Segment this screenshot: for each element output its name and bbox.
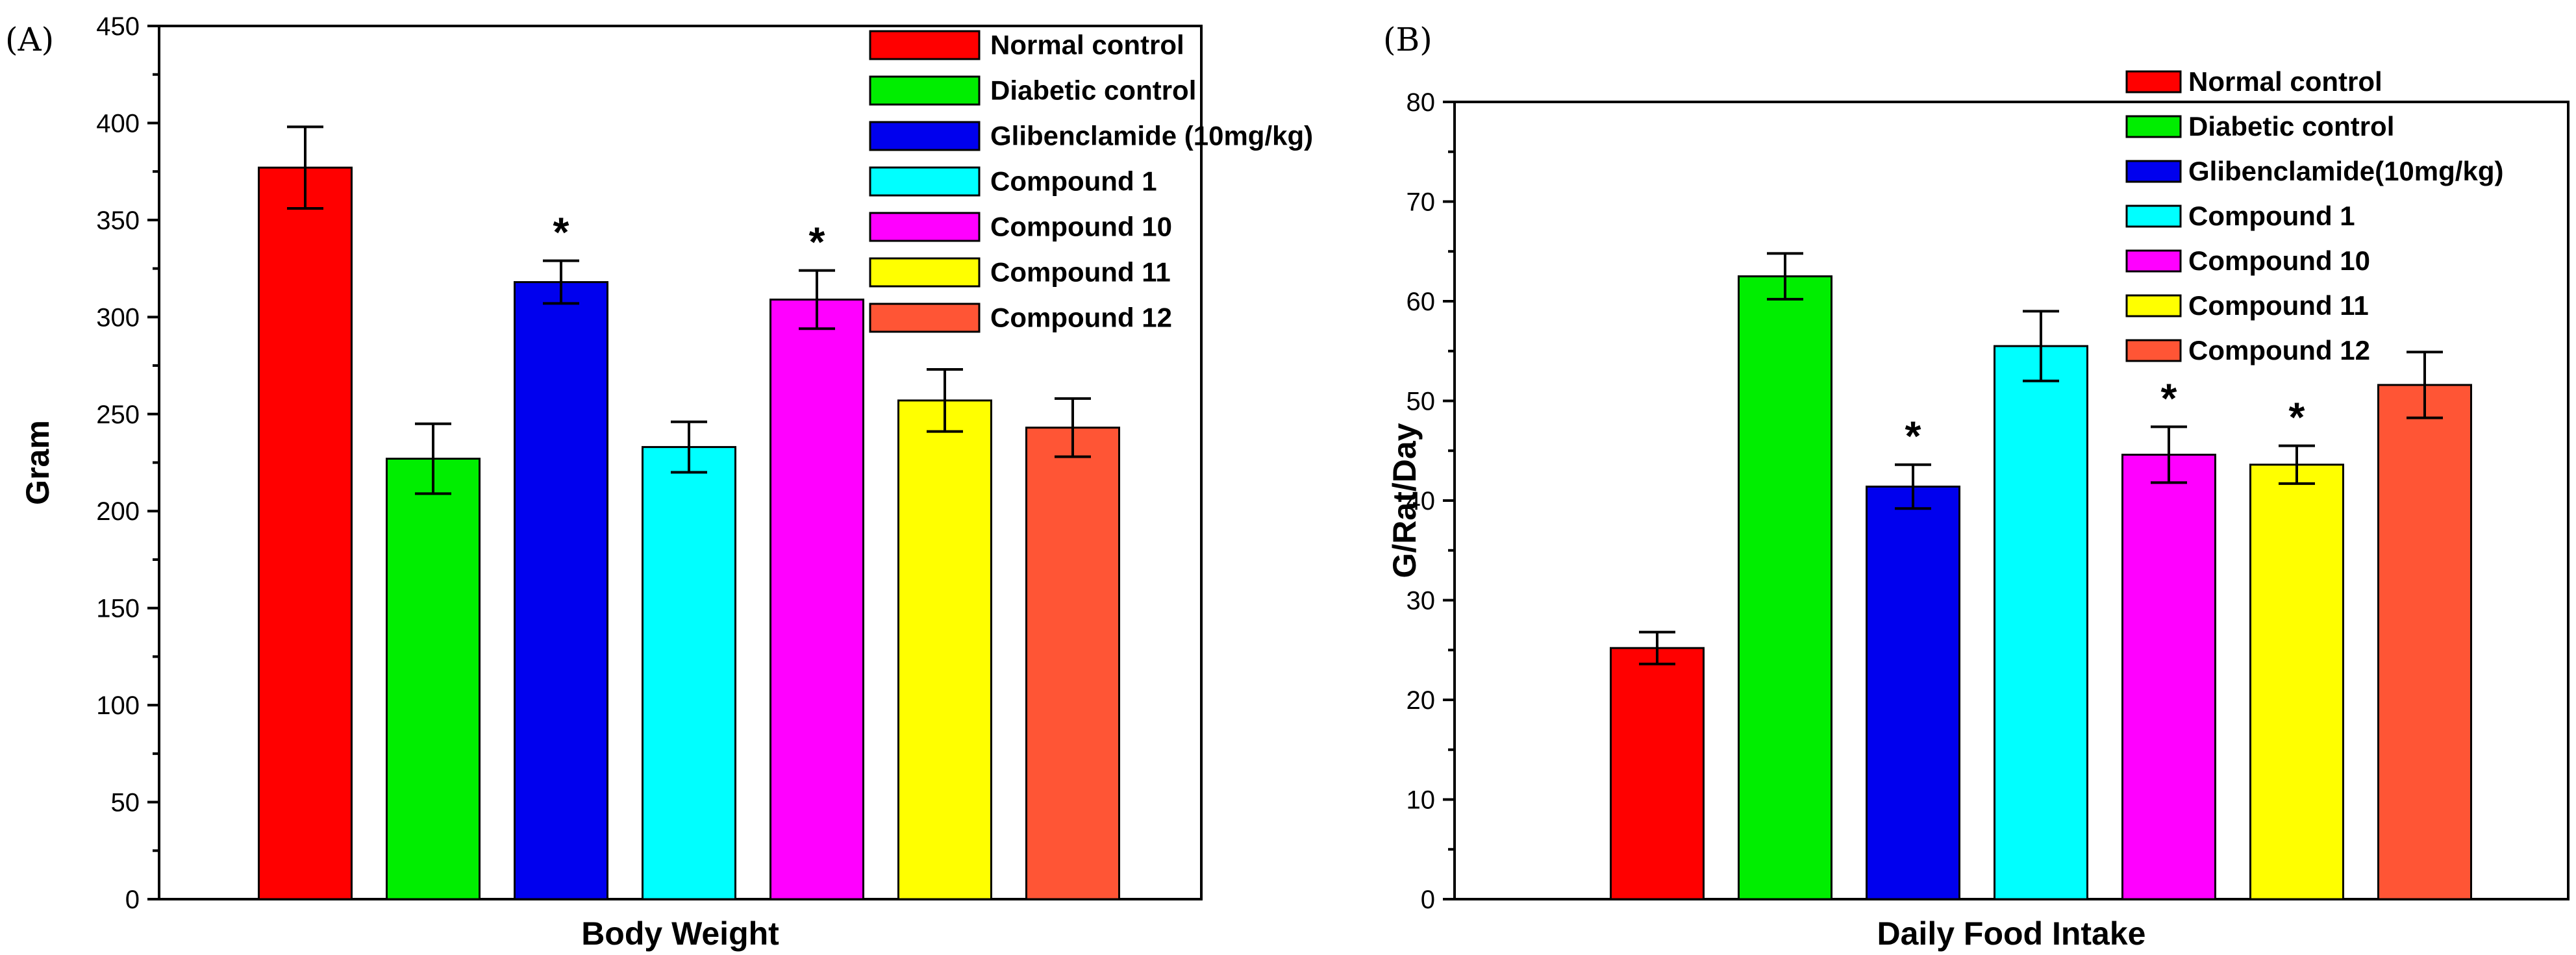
legend-entry: Glibenclamide (10mg/kg) [990, 121, 1313, 151]
y-tick-label: 200 [96, 497, 140, 526]
y-tick-label: 20 [1407, 686, 1436, 715]
legend-entry: Normal control [990, 30, 1184, 60]
y-tick-label: 50 [1407, 388, 1436, 416]
y-tick-label: 250 [96, 401, 140, 429]
significance-marker: * [809, 219, 825, 266]
legend-swatch [2125, 160, 2182, 183]
legend-entry: Compound 1 [2188, 201, 2355, 231]
legend-swatch [869, 212, 981, 242]
y-tick-label: 60 [1407, 288, 1436, 316]
y-tick-label: 70 [1407, 188, 1436, 217]
bar [1025, 427, 1120, 900]
bar [2121, 453, 2216, 900]
legend-swatch [2125, 339, 2182, 362]
legend-entry: Compound 10 [2188, 245, 2370, 276]
bar [769, 298, 864, 900]
bar [2377, 384, 2472, 900]
legend-entry: Compound 11 [990, 257, 1171, 288]
legend-entry: Compound 11 [2188, 290, 2369, 321]
legend-swatch [869, 75, 981, 106]
legend-swatch [869, 166, 981, 197]
legend-entry: Compound 12 [990, 303, 1172, 333]
legend-entry: Compound 12 [2188, 335, 2370, 366]
significance-marker: * [553, 209, 569, 256]
bar [514, 281, 608, 900]
y-axis-title: Gram [19, 420, 56, 505]
bar [897, 399, 992, 900]
panel-label: (B) [1383, 21, 1432, 58]
y-tick-label: 350 [96, 206, 140, 235]
y-tick-label: 450 [96, 12, 140, 41]
legend-swatch [869, 257, 981, 288]
x-axis-title: Daily Food Intake [1877, 915, 2146, 952]
bar [1866, 486, 1960, 900]
y-tick-label: 100 [96, 691, 140, 720]
y-tick-label: 300 [96, 303, 140, 332]
legend-entry: Diabetic control [2188, 111, 2394, 142]
y-tick-label: 0 [1421, 886, 1435, 914]
significance-marker: * [1905, 413, 1921, 460]
y-tick-label: 30 [1407, 587, 1436, 615]
bar [642, 446, 736, 900]
legend-entry: Diabetic control [990, 75, 1196, 106]
bar [258, 166, 353, 900]
panel-a-body-weight-chart: (A) 0 50 100 150 200 250 300 350 400 450 Gram Body W… [5, 12, 1313, 952]
significance-marker: * [2161, 375, 2177, 421]
x-axis-title: Body Weight [581, 915, 779, 952]
y-tick-label: 80 [1407, 88, 1436, 117]
legend-swatch [2125, 294, 2182, 317]
legend-entry: Compound 1 [990, 166, 1157, 197]
legend-swatch [2125, 70, 2182, 93]
y-axis-title: G/Rat/Day [1386, 423, 1423, 578]
significance-marker: * [2289, 394, 2305, 441]
y-tick-label: 150 [96, 595, 140, 623]
bar [1738, 275, 1832, 900]
legend-swatch [869, 303, 981, 333]
legend-entry: Glibenclamide(10mg/kg) [2188, 156, 2503, 186]
bar [1994, 345, 2088, 900]
legend-swatch [2125, 115, 2182, 138]
legend-swatch [869, 30, 981, 60]
bar [386, 458, 481, 900]
legend-entry: Compound 10 [990, 212, 1172, 242]
y-tick-label: 50 [111, 789, 140, 817]
legend-swatch [2125, 205, 2182, 228]
panel-label: (A) [5, 21, 54, 58]
legend-swatch [2125, 249, 2182, 273]
y-tick-label: 10 [1407, 786, 1436, 815]
panel-b-daily-food-intake-chart: (B) 0 10 20 30 40 50 60 70 80 G/Rat/Day Daily Food … [1383, 21, 2570, 952]
y-tick-label: 40 [1407, 487, 1436, 515]
legend-swatch [869, 121, 981, 151]
bar [1610, 647, 1705, 900]
legend-entry: Normal control [2188, 66, 2382, 97]
y-tick-label: 400 [96, 109, 140, 138]
bar [2249, 464, 2344, 900]
y-tick-label: 0 [125, 886, 140, 914]
